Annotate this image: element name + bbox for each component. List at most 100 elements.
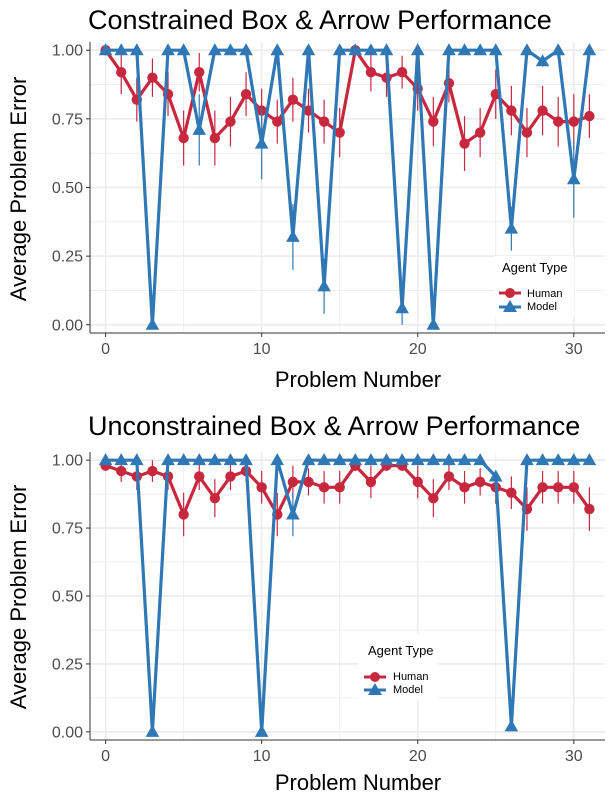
data-point [318, 482, 330, 493]
data-point [379, 453, 394, 466]
grid [90, 452, 605, 740]
series-line [105, 48, 591, 327]
data-point [566, 172, 581, 185]
data-point [147, 465, 158, 477]
data-point [551, 43, 565, 56]
data-point [537, 482, 548, 493]
data-point [365, 476, 377, 488]
data-point [365, 66, 377, 78]
data-point [442, 453, 456, 466]
data-point [535, 54, 550, 67]
data-point [443, 471, 455, 482]
data-point [239, 43, 253, 56]
data-point [272, 116, 283, 127]
y-axis-title: Average Problem Error [6, 485, 31, 710]
y-tick-label: 0.75 [52, 521, 83, 538]
series-human [100, 460, 595, 537]
data-point [254, 136, 269, 149]
data-point [317, 453, 331, 466]
data-point [459, 482, 470, 493]
plot-area: 0.00 0.25 0.50 0.75 1.00 0 10 20 30 [52, 452, 605, 765]
unconstrained-chart: Unconstrained Box & Arrow Performance 0.… [6, 411, 605, 795]
data-point [348, 453, 363, 466]
data-point [194, 471, 205, 482]
data-point [286, 229, 300, 242]
data-point [396, 66, 408, 78]
data-point [178, 132, 189, 144]
data-point [301, 453, 316, 466]
data-point [584, 110, 595, 122]
legend-circle-icon [370, 672, 380, 682]
data-point [552, 482, 564, 493]
data-point [504, 719, 519, 732]
y-tick-label: 0.50 [52, 589, 83, 606]
legend-title: Agent Type [502, 260, 568, 275]
y-tick-label: 1.00 [52, 453, 83, 470]
x-tick-label: 10 [253, 748, 271, 765]
legend-title: Agent Type [368, 643, 434, 658]
legend: Agent Type Human Model [494, 256, 574, 316]
data-point [568, 482, 579, 493]
data-point [473, 453, 487, 466]
y-axis-title: Average Problem Error [6, 77, 31, 302]
data-point [488, 469, 503, 482]
data-point [348, 43, 363, 56]
data-point [379, 43, 394, 56]
data-point [582, 43, 597, 56]
data-point [474, 127, 486, 138]
data-point [254, 724, 269, 737]
data-point [161, 453, 175, 466]
legend-triangle-icon [368, 683, 382, 695]
x-tick-label: 10 [253, 341, 271, 358]
data-point [457, 453, 472, 466]
data-point [426, 317, 441, 330]
data-point [192, 453, 207, 466]
data-point [116, 465, 127, 477]
data-point [301, 43, 316, 56]
chart-title: Unconstrained Box & Arrow Performance [88, 411, 580, 441]
data-point [488, 43, 503, 56]
data-point [223, 43, 238, 56]
data-point [98, 453, 113, 466]
data-point [130, 43, 144, 56]
data-point [208, 43, 222, 56]
legend-label-model: Model [527, 301, 557, 313]
data-point [584, 503, 595, 515]
data-point [426, 453, 441, 466]
x-axis-title: Problem Number [275, 770, 441, 795]
data-point [332, 453, 347, 466]
data-point [240, 88, 252, 100]
data-point [114, 453, 129, 466]
data-point [130, 453, 144, 466]
data-point [520, 453, 534, 466]
legend-label-human: Human [527, 288, 562, 300]
data-point [334, 482, 345, 493]
y-tick-label: 0.75 [52, 111, 83, 128]
data-point [116, 66, 127, 78]
data-point [223, 453, 238, 466]
data-point [98, 43, 113, 56]
data-point [334, 127, 345, 138]
data-point [395, 301, 409, 314]
data-point [209, 492, 221, 504]
legend-label-human: Human [393, 671, 428, 683]
y-tick-label: 1.00 [52, 43, 83, 60]
y-tick-label: 0.50 [52, 180, 83, 197]
data-point [551, 453, 565, 466]
data-point [225, 116, 236, 127]
data-point [256, 482, 267, 493]
chart-title: Constrained Box & Arrow Performance [88, 5, 552, 35]
data-point [287, 476, 299, 488]
data-point [459, 138, 470, 149]
data-point [568, 116, 579, 127]
data-point [147, 72, 158, 83]
data-point [114, 43, 129, 56]
x-tick-label: 30 [565, 748, 583, 765]
data-point [317, 279, 331, 292]
data-point [442, 43, 456, 56]
data-point [286, 507, 300, 520]
data-point [506, 105, 517, 116]
data-point [520, 43, 534, 56]
x-tick-label: 20 [409, 748, 427, 765]
